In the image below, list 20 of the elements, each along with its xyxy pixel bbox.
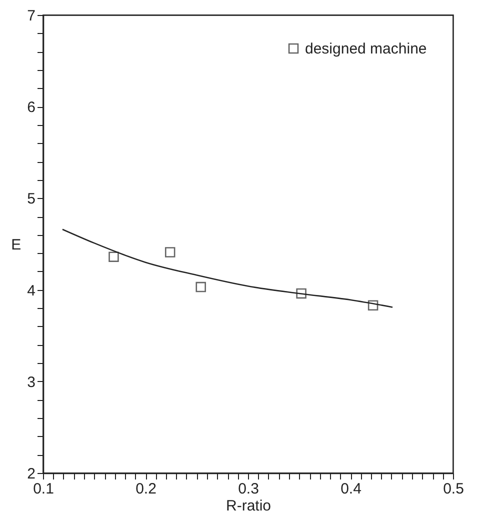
y-tick-label: 6 xyxy=(27,99,36,116)
point xyxy=(108,252,119,262)
point xyxy=(368,300,378,310)
point xyxy=(296,288,306,299)
y-tick-label: 3 xyxy=(27,374,36,391)
x-axis-title: R-ratio xyxy=(226,498,272,514)
y-tick-label: 7 xyxy=(27,8,36,24)
y-tick-label: 4 xyxy=(27,282,36,300)
legend-label: designed machine xyxy=(305,40,427,58)
x-tick-label: 0.1 xyxy=(33,480,54,498)
x-tick-label: 0.5 xyxy=(443,480,464,498)
line-series xyxy=(62,228,394,308)
y-axis-title: E xyxy=(11,236,22,254)
x-tick-label: 0.4 xyxy=(340,480,362,498)
x-tick-label: 0.2 xyxy=(136,480,156,498)
x-tick-label: 0.3 xyxy=(238,480,259,498)
y-tick-label: 5 xyxy=(27,190,36,208)
y-tick-label: 2 xyxy=(27,466,36,482)
point xyxy=(164,247,176,258)
point xyxy=(196,282,206,292)
